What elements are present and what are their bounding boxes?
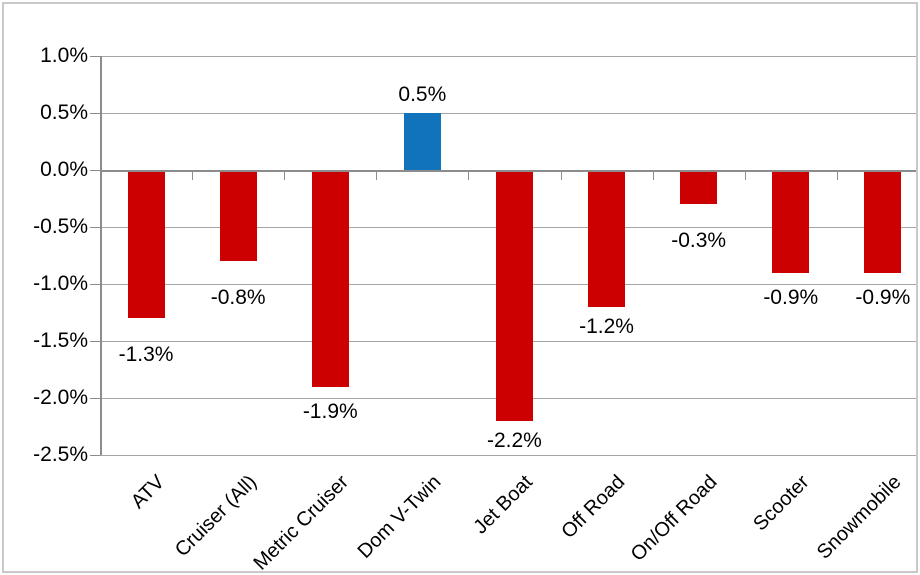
bar-metric-cruiser bbox=[311, 170, 349, 387]
bar-value-label: -0.9% bbox=[763, 286, 819, 309]
y-axis-tick bbox=[90, 113, 100, 114]
bar-value-label: -1.2% bbox=[579, 314, 634, 338]
x-axis-tick bbox=[652, 170, 654, 180]
bar-on-off-road bbox=[680, 170, 718, 205]
bar-value-label: 0.5% bbox=[398, 83, 447, 106]
bar-scooter bbox=[772, 170, 810, 273]
x-axis-label: Snowmobile bbox=[812, 471, 906, 564]
y-gridline bbox=[100, 56, 916, 57]
bar-atv bbox=[127, 170, 165, 319]
bar-value-label: -2.2% bbox=[487, 428, 542, 452]
y-axis-tick-label: -0.5% bbox=[33, 215, 88, 238]
bar-value-label: -1.3% bbox=[118, 343, 174, 366]
x-axis-tick bbox=[376, 170, 378, 180]
x-axis-tick bbox=[744, 170, 746, 180]
bar-off-road bbox=[588, 170, 626, 307]
y-axis-tick-label: 1.0% bbox=[40, 44, 88, 67]
y-axis-tick bbox=[90, 284, 100, 285]
x-axis-label: Scooter bbox=[749, 471, 814, 536]
y-gridline bbox=[100, 113, 916, 114]
y-axis-tick-label: -1.0% bbox=[33, 272, 88, 295]
x-axis-label: Metric Cruiser bbox=[249, 471, 353, 573]
bar-jet-boat bbox=[495, 170, 533, 421]
y-axis-tick-label: -2.0% bbox=[33, 386, 88, 409]
y-axis-tick bbox=[90, 455, 100, 456]
bar-cruiser-all- bbox=[219, 170, 257, 262]
plot-area: 1.0% 0.5% 0.0% -0.5% -1.0% -1.5% -2.0% -2.5% -1.… bbox=[4, 4, 916, 571]
x-axis-tick bbox=[284, 170, 286, 180]
y-axis-tick-label: -2.5% bbox=[33, 443, 88, 466]
y-axis-line bbox=[100, 56, 102, 455]
bar-value-label: -0.9% bbox=[855, 286, 911, 309]
x-axis-label: ATV bbox=[126, 471, 169, 514]
x-axis-label: On/Off Road bbox=[626, 471, 722, 566]
y-axis-tick bbox=[90, 341, 100, 342]
y-axis-tick bbox=[90, 227, 100, 228]
y-axis-tick-label: -1.5% bbox=[33, 329, 88, 352]
y-gridline bbox=[100, 455, 916, 456]
y-axis-tick bbox=[90, 170, 100, 171]
y-axis-tick-label: 0.0% bbox=[40, 158, 88, 181]
x-axis-label: Off Road bbox=[557, 471, 630, 543]
y-axis-tick bbox=[90, 56, 100, 57]
bar-value-label: -0.3% bbox=[671, 229, 727, 252]
x-axis-tick bbox=[836, 170, 838, 180]
x-axis-label: Cruiser (All) bbox=[170, 471, 261, 562]
bar-snowmobile bbox=[864, 170, 902, 273]
x-axis-label: Jet Boat bbox=[469, 471, 538, 539]
y-axis-tick bbox=[90, 398, 100, 399]
x-axis-tick bbox=[560, 170, 562, 180]
x-axis-tick bbox=[192, 170, 194, 180]
x-axis-tick bbox=[468, 170, 470, 180]
y-axis-tick-label: 0.5% bbox=[40, 101, 88, 124]
x-axis-tick bbox=[100, 170, 101, 180]
x-axis-label: Dom V-Twin bbox=[353, 471, 445, 563]
bar-value-label: -1.9% bbox=[302, 400, 358, 423]
bar-value-label: -0.8% bbox=[210, 286, 266, 309]
x-axis-line bbox=[100, 170, 916, 172]
bar-dom-v-twin bbox=[403, 113, 441, 170]
